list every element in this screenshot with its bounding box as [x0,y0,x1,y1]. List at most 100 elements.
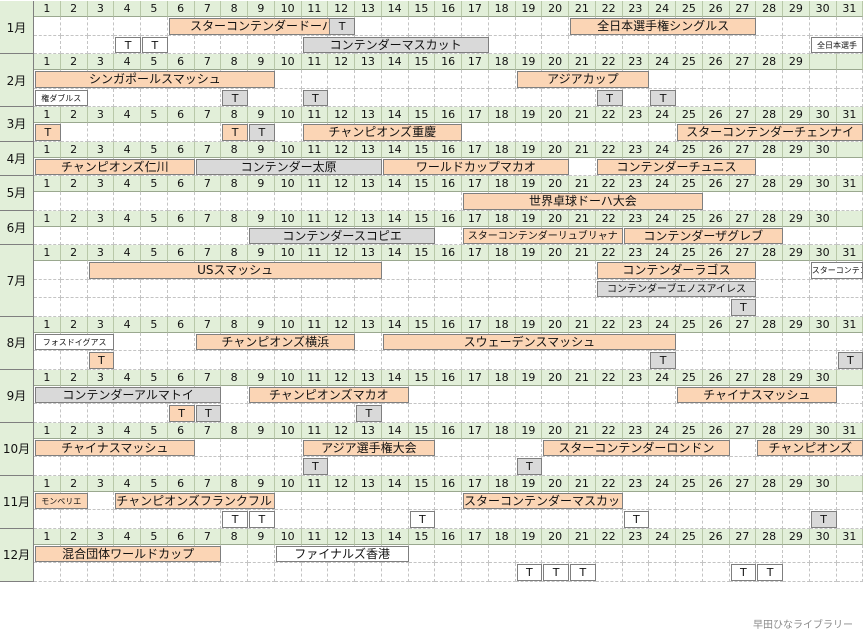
day-header: 24 [649,107,676,123]
day-cell [301,70,329,89]
day-header: 9 [248,369,275,386]
day-cell [435,563,462,582]
day-header: 10 [274,528,302,545]
day-header: 10 [274,54,302,70]
day-header: 4 [114,1,141,17]
day-header: 25 [676,369,703,386]
day-cell [622,404,650,423]
day-header: 19 [515,422,543,439]
day-cell [301,192,329,211]
day-cell [515,279,543,298]
day-header: 14 [381,1,409,17]
day-cell [809,544,837,563]
day-header: 31 [836,245,863,261]
day-header: 19 [515,141,543,158]
table-tennis-marker: T [543,564,569,581]
day-cell [435,88,462,107]
day-header: 1 [34,1,61,17]
day-cell [355,70,382,89]
day-header: 22 [595,176,623,192]
day-cell [488,544,516,563]
day-cell [34,17,61,36]
day-cell [301,563,329,582]
day-cell [301,510,329,529]
day-header: 29 [783,245,810,261]
day-header: 5 [141,210,168,227]
day-header: 15 [408,176,436,192]
table-tennis-marker: T [757,564,783,581]
day-header: 19 [515,176,543,192]
day-header: 13 [355,141,382,158]
day-cell [435,192,462,211]
day-cell [34,457,61,476]
day-header: 20 [542,475,569,492]
day-cell [274,279,302,298]
day-header: 20 [542,210,569,227]
day-cell [274,298,302,317]
day-cell [381,279,409,298]
day-cell [809,70,837,89]
day-header: 12 [328,176,355,192]
day-cell [515,298,543,317]
day-header: 2 [60,1,88,17]
day-cell [435,438,462,457]
day-header: 17 [462,176,489,192]
day-cell [702,404,730,423]
day-cell [569,261,596,280]
event-bar: 混合団体ワールドカップ [35,545,222,562]
day-cell [34,563,61,582]
day-header: 28 [756,1,783,17]
day-header: 24 [649,422,676,439]
day-cell [60,279,88,298]
day-cell [542,351,569,370]
month-label: 10月 [0,422,34,476]
event-bar: シンガポールスマッシュ [35,71,275,88]
table-tennis-marker: T [249,511,275,528]
day-header: 7 [194,475,222,492]
day-cell [569,404,596,423]
day-cell [87,123,115,142]
day-cell [194,351,222,370]
day-cell [355,351,382,370]
day-cell [542,279,569,298]
day-cell [649,123,676,142]
day-cell [328,279,355,298]
day-cell [114,332,141,351]
day-header: 11 [301,1,329,17]
day-cell [328,298,355,317]
day-cell [676,35,703,54]
day-cell [60,563,88,582]
event-bar: スターコンテンダーロンドン [543,439,730,456]
day-cell [301,298,329,317]
day-header: 12 [328,369,355,386]
day-cell [408,544,436,563]
day-header: 13 [355,528,382,545]
day-cell [274,70,302,89]
day-header: 15 [408,369,436,386]
day-header: 17 [462,141,489,158]
day-cell [60,123,88,142]
day-header: 5 [141,369,168,386]
table-tennis-marker: T [623,511,650,528]
event-bar: アジア選手権大会 [302,439,436,456]
day-header: 22 [595,107,623,123]
day-header: 2 [60,210,88,227]
event-bar: チャイナスマッシュ [677,386,837,403]
day-cell [542,17,569,36]
day-header: 8 [221,528,248,545]
day-header: 22 [595,528,623,545]
day-cell [221,438,248,457]
day-cell [836,544,863,563]
day-header: 23 [622,107,650,123]
event-bar: アジアカップ [516,71,650,88]
day-header: 1 [34,141,61,158]
day-cell [274,404,302,423]
day-cell [114,192,141,211]
table-tennis-marker: T [195,405,222,422]
day-header: 26 [702,316,730,333]
day-header: 3 [87,475,115,492]
day-header: 7 [194,54,222,70]
day-cell [248,279,275,298]
day-cell [408,457,436,476]
day-cell [408,192,436,211]
